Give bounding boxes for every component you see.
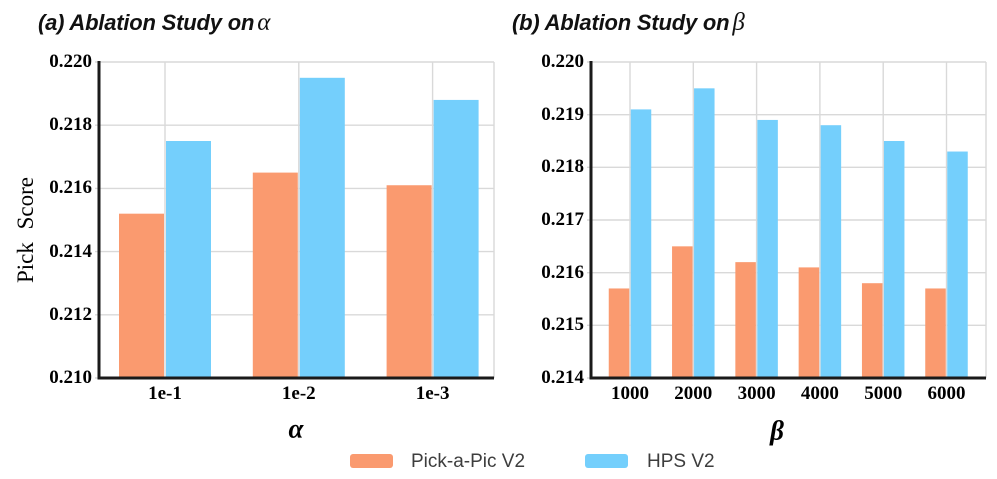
bar-pick-a-pic-v2 (925, 288, 946, 378)
y-tick-label: 0.214 (49, 240, 92, 262)
x-tick-label: 2000 (674, 383, 713, 404)
chart-a-title-text: (a) Ablation Study on (38, 10, 255, 35)
y-tick-label: 0.219 (541, 103, 584, 125)
bar-hps-v2 (630, 109, 652, 379)
bar-hps-v2 (166, 141, 211, 378)
chart-a-title-symbol: α (257, 9, 271, 36)
bar-pick-a-pic-v2 (861, 283, 883, 378)
chart-b-x-axis-title: β (770, 415, 784, 446)
chart-a-x-axis-title: α (288, 413, 304, 444)
legend-label-pick-a-pic: Pick-a-Pic V2 (411, 451, 526, 472)
bar-pick-a-pic-v2 (119, 213, 164, 378)
bar-pick-a-pic-v2 (386, 185, 432, 378)
bar-hps-v2 (757, 119, 778, 378)
chart-a-title: (a) Ablation Study on α (38, 9, 270, 37)
bar-hps-v2 (299, 77, 345, 379)
bar-pick-a-pic-v2 (735, 262, 756, 378)
x-tick-label: 5000 (864, 383, 903, 404)
bar-pick-a-pic-v2 (798, 267, 820, 378)
x-tick-label: 4000 (800, 383, 839, 404)
legend-swatch-hps (585, 454, 628, 468)
y-tick-label: 0.220 (49, 51, 92, 72)
bar-pick-a-pic-v2 (672, 246, 693, 378)
legend: Pick-a-Pic V2 HPS V2 (0, 448, 997, 476)
bar-pick-a-pic-v2 (608, 288, 630, 378)
x-tick-label: 1e-3 (415, 383, 450, 404)
bar-pick-a-pic-v2 (252, 172, 298, 378)
y-tick-label: 0.215 (541, 314, 584, 336)
y-tick-label: 0.214 (541, 367, 584, 388)
x-tick-label: 1e-1 (148, 383, 182, 404)
y-tick-label: 0.216 (49, 177, 92, 199)
chart-b-title-text: (b) Ablation Study on (512, 10, 730, 35)
x-tick-label: 3000 (737, 383, 776, 404)
chart-b-title: (b) Ablation Study on β (512, 9, 745, 37)
x-tick-label: 6000 (927, 383, 966, 404)
bar-hps-v2 (694, 88, 715, 378)
y-tick-label: 0.210 (49, 367, 92, 388)
y-tick-label: 0.216 (541, 261, 584, 283)
chart-b-title-symbol: β (732, 9, 745, 36)
y-tick-label: 0.212 (49, 303, 92, 325)
bar-hps-v2 (820, 125, 842, 378)
x-tick-label: 1e-2 (281, 383, 316, 404)
y-tick-label: 0.217 (541, 209, 584, 230)
y-tick-label: 0.218 (49, 114, 92, 136)
x-tick-label: 1000 (611, 383, 649, 404)
bar-hps-v2 (433, 99, 479, 379)
y-tick-label: 0.218 (541, 156, 584, 178)
bar-hps-v2 (947, 151, 968, 378)
legend-label-hps: HPS V2 (647, 451, 715, 472)
y-tick-label: 0.220 (541, 51, 584, 72)
legend-swatch-pick-a-pic (350, 454, 393, 468)
bar-hps-v2 (883, 141, 905, 378)
